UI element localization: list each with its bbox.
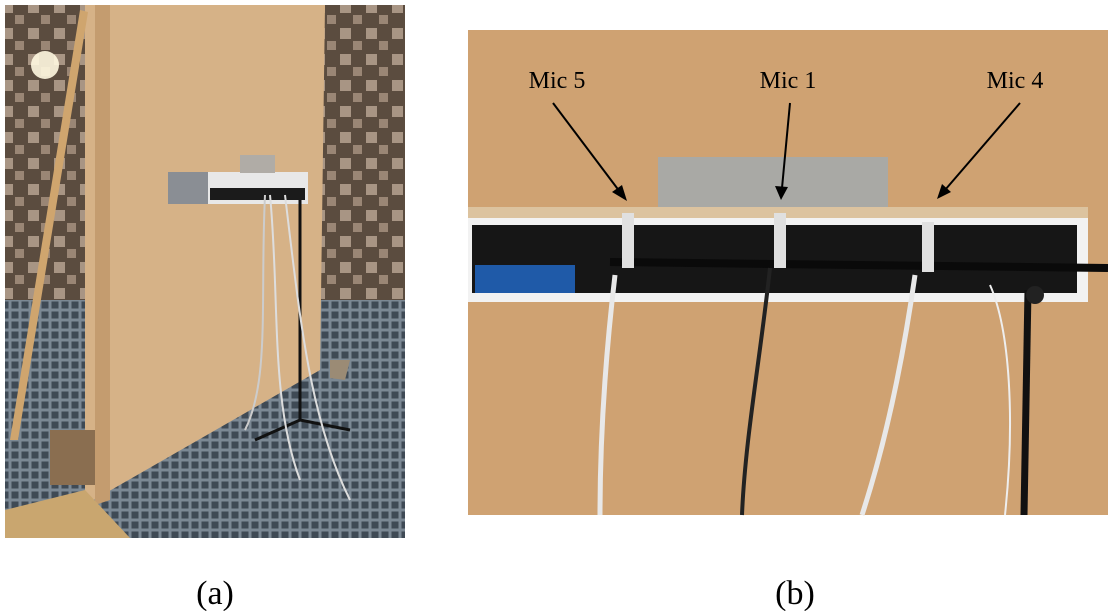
mic-label: Mic 5 <box>529 68 586 94</box>
panel-label: (b) <box>775 575 815 611</box>
photo-b <box>468 30 1108 515</box>
panel-label: (a) <box>196 575 234 611</box>
mic-label: Mic 1 <box>760 68 817 94</box>
mic-label: Mic 4 <box>987 68 1044 94</box>
photo-a <box>5 5 405 538</box>
figure: Mic 5 Mic 1 Mic 4 (a) (b) <box>0 0 1108 611</box>
